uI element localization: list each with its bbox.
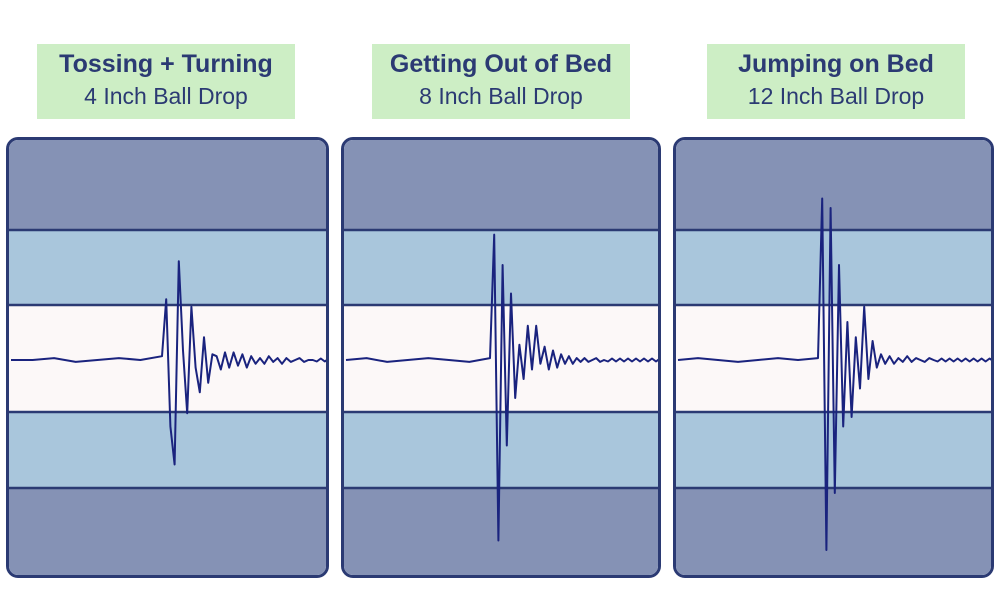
chart-subtitle-3: 12 Inch Ball Drop bbox=[747, 83, 925, 109]
band-bottom bbox=[676, 488, 991, 575]
label-box-3: Jumping on Bed 12 Inch Ball Drop bbox=[707, 44, 965, 119]
band-lower bbox=[9, 412, 326, 488]
chart-title-2: Getting Out of Bed bbox=[389, 50, 613, 78]
vibration-waveform-line bbox=[11, 260, 326, 466]
label-box-1: Tossing + Turning 4 Inch Ball Drop bbox=[37, 44, 295, 119]
band-upper bbox=[9, 230, 326, 305]
band-top bbox=[676, 140, 991, 230]
chart-svg-3 bbox=[676, 140, 991, 575]
band-top bbox=[9, 140, 326, 230]
band-top bbox=[344, 140, 658, 230]
vibration-waveform-line bbox=[677, 197, 991, 551]
vibration-waveform-line bbox=[345, 233, 658, 542]
chart-panel-1 bbox=[6, 137, 329, 578]
chart-title-1: Tossing + Turning bbox=[59, 50, 273, 78]
chart-panel-3 bbox=[673, 137, 994, 578]
band-center bbox=[676, 305, 991, 412]
band-upper bbox=[676, 230, 991, 305]
band-lower bbox=[344, 412, 658, 488]
chart-panel-2 bbox=[341, 137, 661, 578]
chart-svg-1 bbox=[9, 140, 326, 575]
chart-svg-2 bbox=[344, 140, 658, 575]
band-upper bbox=[344, 230, 658, 305]
chart-subtitle-1: 4 Inch Ball Drop bbox=[84, 83, 248, 109]
chart-subtitle-2: 8 Inch Ball Drop bbox=[419, 83, 583, 109]
chart-title-3: Jumping on Bed bbox=[738, 50, 934, 78]
label-box-2: Getting Out of Bed 8 Inch Ball Drop bbox=[372, 44, 630, 119]
band-bottom bbox=[9, 488, 326, 575]
band-bottom bbox=[344, 488, 658, 575]
